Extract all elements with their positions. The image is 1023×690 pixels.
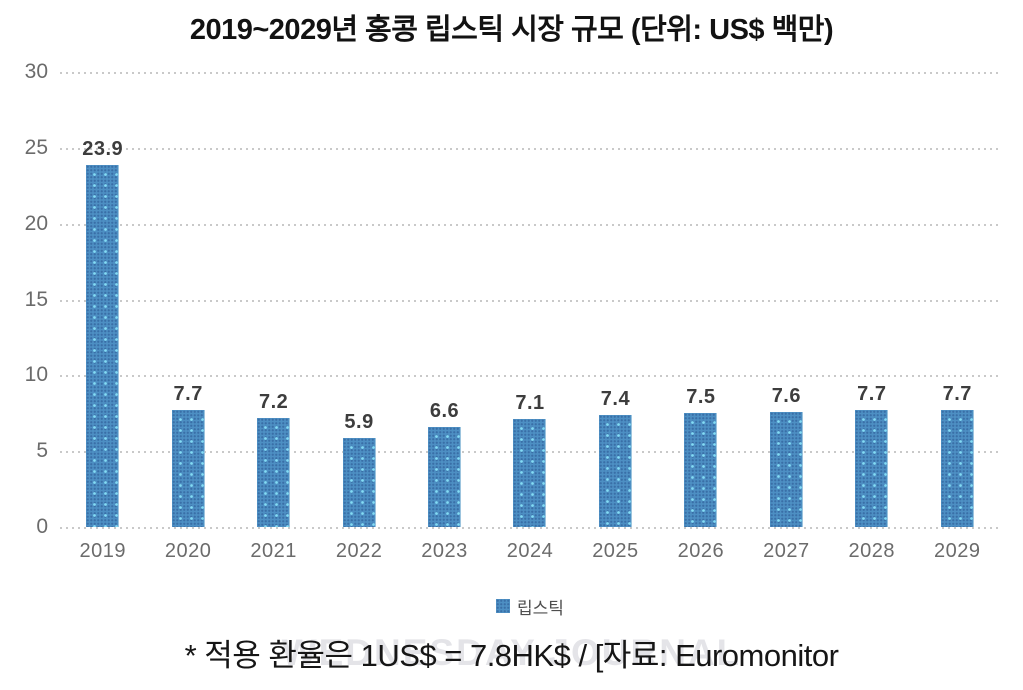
x-tick-label-2023: 2023 — [421, 540, 468, 562]
y-tick-label-20: 20 — [24, 211, 48, 235]
bar — [342, 437, 376, 527]
x-tick-label-2027: 2027 — [763, 540, 810, 562]
bar — [257, 417, 291, 527]
legend-swatch-lipstick — [496, 599, 511, 613]
bar-value-label: 7.7 — [857, 383, 887, 406]
x-tick-label-2024: 2024 — [506, 540, 554, 562]
bar — [86, 164, 120, 527]
x-tick-label-2022: 2022 — [335, 540, 383, 562]
bar-group-2022: 5.9 — [316, 72, 401, 527]
chart-legend: 립스틱 — [60, 595, 1000, 618]
y-tick-label-25: 25 — [24, 135, 48, 159]
y-tick-label-10: 10 — [24, 363, 48, 387]
x-tick-label-2029: 2029 — [934, 540, 981, 562]
gridline-10 — [60, 374, 1000, 378]
bar-value-label: 7.5 — [686, 386, 716, 409]
bar-value-label: 7.1 — [515, 392, 545, 415]
bar-value-label: 5.9 — [344, 410, 374, 433]
gridline-25 — [60, 146, 1000, 150]
bar-value-label: 6.6 — [429, 399, 460, 422]
bar — [598, 414, 632, 527]
y-tick-label-15: 15 — [24, 287, 48, 311]
bar — [171, 410, 205, 527]
bar-group-2026: 7.5 — [658, 72, 743, 527]
bar — [428, 426, 462, 527]
bar — [769, 411, 803, 527]
bar — [940, 410, 974, 527]
footer: WEDNESDAY JOURNAL * 적용 환율은 1US$ = 7.8HK$… — [0, 630, 1023, 685]
y-tick-label-0: 0 — [36, 515, 48, 538]
bar-value-label: 7.2 — [258, 390, 289, 413]
x-tick-label-2028: 2028 — [848, 540, 896, 562]
bar-group-2020: 7.7 — [145, 72, 230, 527]
bar-group-2021: 7.2 — [231, 72, 316, 527]
bar-group-2019: 23.9 — [60, 72, 145, 527]
gridline-30 — [60, 71, 1000, 74]
gridline-20 — [60, 222, 1000, 226]
bar-group-2024: 7.1 — [487, 72, 572, 527]
bar-value-label: 7.6 — [771, 384, 801, 407]
bar-value-label: 7.7 — [942, 383, 972, 406]
gridline-15 — [60, 298, 1000, 302]
bars-layer: 23.9 7.7 7.2 5.9 6.6 7.1 7.4 7.5 7.6 7.7 7.7 — [60, 72, 1000, 527]
bar-value-label: 23.9 — [82, 137, 124, 160]
watermark-text: WEDNESDAY JOURNAL — [281, 632, 742, 673]
chart-title: 2019~2029년 홍콩 립스틱 시장 규모 (단위: US$ 백만) — [189, 14, 834, 46]
bar-value-label: 7.7 — [173, 383, 203, 406]
x-tick-label-2025: 2025 — [592, 540, 639, 562]
x-tick-label-2019: 2019 — [79, 540, 126, 562]
bar — [684, 413, 718, 527]
x-axis-labels: 2019 2020 2021 2022 2023 2024 2025 2026 2027 2028… — [60, 540, 1000, 563]
gridline-0 — [60, 526, 1000, 529]
bar-group-2029: 7.7 — [915, 72, 1000, 527]
bar — [855, 410, 889, 527]
bar-group-2028: 7.7 — [829, 72, 914, 527]
bar-group-2027: 7.6 — [744, 72, 829, 527]
bar-group-2025: 7.4 — [573, 72, 658, 527]
x-tick-label-2020: 2020 — [164, 540, 212, 562]
plot-area: 23.9 7.7 7.2 5.9 6.6 7.1 7.4 7.5 7.6 7.7 7.7 — [60, 71, 1000, 529]
bar — [513, 419, 547, 527]
y-tick-label-30: 30 — [24, 60, 48, 83]
bar-value-label: 7.4 — [600, 387, 631, 410]
x-tick-label-2021: 2021 — [250, 540, 297, 562]
y-tick-label-5: 5 — [36, 439, 48, 463]
source-footnote: * 적용 환율은 1US$ = 7.8HK$ / [자료: Euromonito… — [184, 638, 839, 673]
legend-label-lipstick: 립스틱 — [517, 598, 564, 618]
x-tick-label-2026: 2026 — [677, 540, 725, 562]
bar-group-2023: 6.6 — [402, 72, 487, 527]
